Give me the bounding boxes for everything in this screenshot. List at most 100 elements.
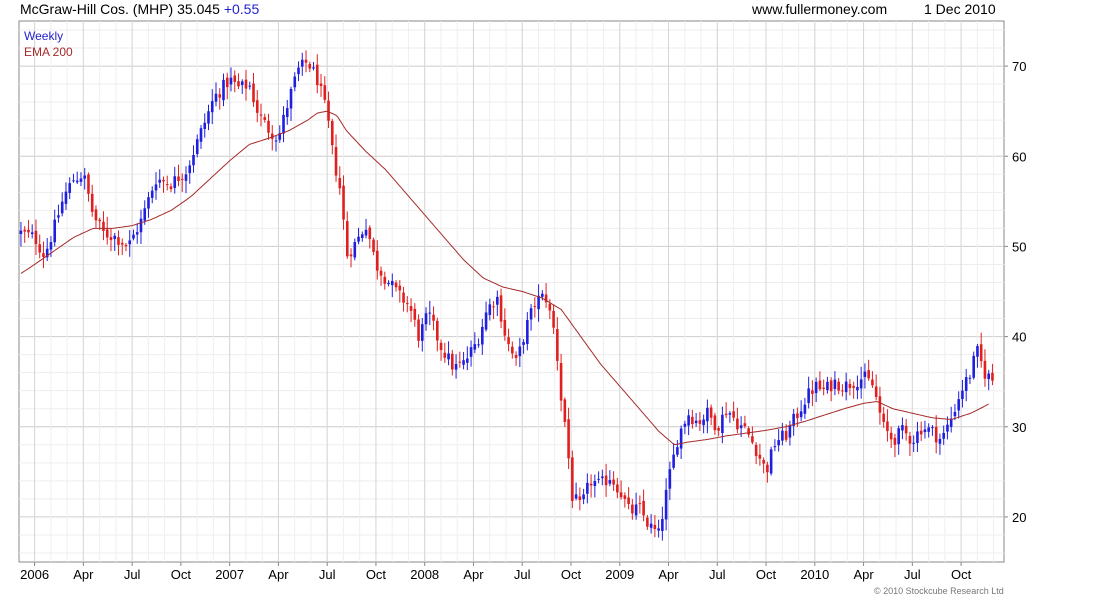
site-link[interactable]: www.fullermoney.com [752, 1, 888, 17]
candle-down [98, 219, 102, 222]
candle-down [38, 244, 42, 253]
candle-down [616, 484, 619, 493]
candle-up [702, 419, 705, 426]
candle-up [192, 155, 195, 166]
candle-down [42, 253, 45, 257]
candle-up [473, 344, 477, 350]
candle-up [207, 111, 210, 124]
candle-up [661, 518, 664, 531]
candle-down [34, 230, 38, 245]
candle-up [668, 469, 672, 489]
candle-down [653, 524, 657, 530]
chart-title: McGraw-Hill Cos. (MHP) 35.045 +0.55 [20, 1, 259, 17]
candle-up [68, 183, 72, 193]
candle-up [297, 67, 300, 75]
candle-up [739, 425, 743, 429]
candle-up [45, 248, 49, 258]
candle-up [664, 489, 668, 520]
candle-up [143, 208, 147, 221]
candle-down [567, 419, 570, 459]
candle-up [679, 428, 683, 449]
candle-down [784, 431, 788, 440]
candle-up [364, 229, 368, 236]
candle-down [646, 517, 649, 527]
x-tick-label: Oct [951, 567, 972, 582]
candle-down [308, 63, 312, 69]
y-tick-label: 50 [1012, 239, 1026, 254]
candle-up [657, 528, 660, 531]
y-tick-label: 60 [1012, 149, 1026, 164]
candle-down [117, 237, 120, 245]
candle-down [252, 83, 255, 103]
candle-down [544, 294, 548, 303]
candle-up [484, 312, 488, 330]
candle-down [94, 209, 98, 221]
candle-down [638, 503, 642, 505]
candle-up [72, 180, 75, 182]
x-tick-label: Oct [171, 567, 192, 582]
candle-up [923, 429, 927, 433]
candle-up [961, 390, 964, 400]
candle-up [859, 379, 863, 389]
candle-up [541, 293, 544, 297]
chart-date: 1 Dec 2010 [924, 1, 996, 17]
x-tick-label: 2007 [215, 567, 244, 582]
candle-down [319, 83, 323, 87]
candle-down [556, 329, 559, 361]
candle-down [413, 308, 417, 320]
candle-up [964, 377, 968, 391]
candle-up [481, 326, 484, 345]
candle-up [972, 355, 975, 378]
price-change: +0.55 [223, 1, 260, 17]
candle-up [957, 399, 960, 411]
candle-up [927, 427, 930, 432]
candle-down [604, 475, 608, 486]
candle-down [747, 428, 750, 435]
candle-down [751, 436, 754, 443]
candle-down [372, 239, 375, 252]
candle-up [537, 295, 540, 310]
candle-down [338, 178, 342, 189]
candle-up [597, 478, 600, 480]
candle-up [792, 413, 795, 426]
candle-down [619, 492, 623, 498]
candle-up [154, 184, 158, 191]
x-tick-label: Apr [268, 567, 289, 582]
candle-up [976, 346, 979, 357]
candle-down [724, 413, 728, 416]
legend-weekly: Weekly [24, 29, 64, 43]
candle-up [282, 114, 285, 134]
candle-down [349, 254, 353, 257]
candle-down [342, 185, 345, 220]
candle-down [631, 504, 634, 514]
x-tick-label: Oct [756, 567, 777, 582]
candle-down [882, 413, 885, 422]
candle-up [488, 304, 492, 316]
candle-down [244, 79, 248, 89]
x-tick-label: 2009 [605, 567, 634, 582]
candle-down [552, 310, 555, 328]
x-tick-label: Apr [658, 567, 679, 582]
candle-down [852, 385, 855, 388]
candle-up [210, 101, 214, 113]
candle-down [979, 344, 983, 362]
candle-down [717, 428, 720, 431]
x-tick-label: Jul [709, 567, 726, 582]
x-tick-label: Apr [73, 567, 94, 582]
candle-down [180, 178, 184, 180]
candle-up [814, 381, 818, 394]
candle-up [466, 358, 469, 363]
candle-up [387, 282, 390, 285]
candle-up [248, 85, 252, 87]
candle-up [706, 407, 709, 422]
candle-up [184, 174, 188, 181]
x-tick-label: Jul [514, 567, 531, 582]
candle-down [533, 306, 537, 308]
candle-up [574, 494, 578, 499]
candle-down [904, 425, 908, 434]
candle-up [240, 81, 244, 86]
candle-up [949, 418, 953, 427]
candle-up [987, 373, 990, 380]
candle-down [796, 413, 799, 419]
candle-down [503, 319, 507, 336]
